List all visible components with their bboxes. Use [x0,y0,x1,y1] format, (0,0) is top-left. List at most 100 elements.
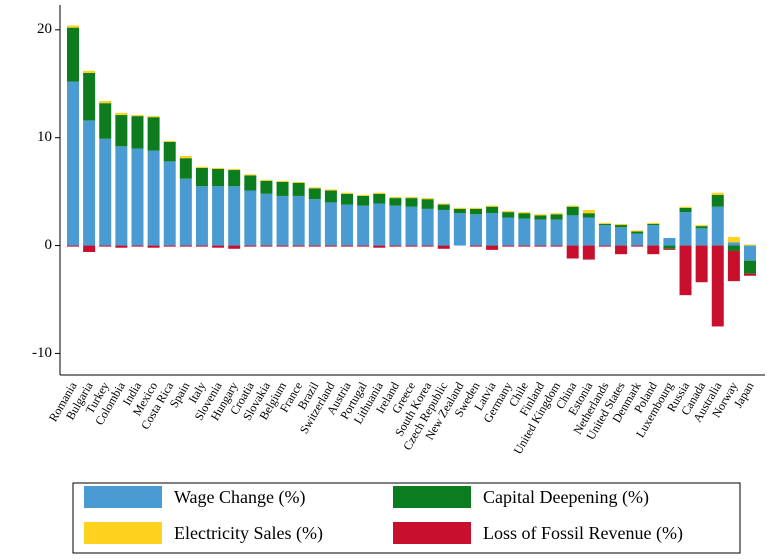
bar-segment [83,72,96,121]
bar-segment [292,182,305,196]
legend-swatch [84,486,162,508]
bar-segment [83,70,96,73]
bar-segment [324,202,337,246]
bar-segment [341,204,354,246]
bar-segment [631,245,644,247]
bar-segment [518,245,531,247]
bar-segment [469,214,482,246]
bar-segment [647,225,660,246]
legend-swatch [393,486,471,508]
bar-segment [518,213,531,219]
bar-segment [744,245,756,261]
bar-segment [389,198,402,206]
bar-segment [195,186,208,246]
bar-segment [195,245,208,247]
bar-segment [695,245,708,283]
bar-segment [163,141,176,162]
bar-segment [115,115,128,147]
bar-segment [437,245,450,249]
bar-segment [260,180,273,194]
bar-segment [67,81,79,246]
bar-segment [695,228,708,246]
bar-segment [195,166,208,168]
bar-segment [373,245,386,248]
bar-segment [179,245,192,247]
bar-segment [679,206,692,208]
bar-segment [260,179,273,181]
bar-segment [534,219,547,246]
bar-segment [727,245,740,251]
bar-segment [131,116,144,149]
bar-segment [566,206,579,216]
bar-segment [276,195,289,246]
bar-segment [615,227,628,246]
bar-segment [163,140,176,142]
bar-segment [324,245,337,247]
bar-segment [486,213,499,246]
bar-segment [115,245,128,248]
bar-segment [582,209,595,214]
bar-segment [147,117,160,151]
bar-segment [421,245,434,247]
bar-segment [615,225,628,228]
bar-segment [518,218,531,246]
bar-segment [276,245,289,247]
bar-segment [453,207,466,209]
bar-segment [260,245,273,247]
legend-label: Loss of Fossil Revenue (%) [483,523,683,544]
bar-segment [437,204,450,210]
legend-box [72,482,741,554]
bar-segment [373,203,386,246]
bar-segment [421,208,434,246]
bar-segment [727,236,740,243]
bar-segment [711,206,724,246]
legend-label: Wage Change (%) [174,487,306,508]
bar-segment [566,215,579,246]
bar-segment [341,192,354,194]
y-tick-label: 0 [45,237,53,253]
bar-segment [341,245,354,247]
bar-segment [260,193,273,246]
bar-segment [389,205,402,246]
legend-swatch [393,522,471,544]
bar-segment [244,190,257,246]
bar-segment [195,167,208,187]
bar-segment [228,245,241,249]
bar-segment [179,178,192,246]
bar-segment [647,222,660,224]
bar-segment [308,188,321,200]
bar-segment [115,146,128,246]
bar-segment [486,205,499,207]
bar-segment [67,25,79,28]
bar-segment [582,245,595,260]
bar-segment [405,245,418,247]
bar-segment [341,193,354,205]
bar-segment [582,217,595,246]
bar-segment [147,245,160,248]
bar-segment [550,214,563,220]
bar-segment [486,206,499,214]
bar-segment [663,248,676,250]
bar-segment [502,217,515,246]
bar-segment [83,245,96,253]
bar-segment [357,205,370,246]
bar-segment [518,212,531,214]
bar-segment [244,245,257,247]
bar-segment [744,260,756,274]
y-tick-label: 10 [37,129,52,145]
bar-segment [405,206,418,246]
bar-segment [212,168,225,187]
bar-segment [389,245,402,247]
bar-segment [131,115,144,117]
bar-segment [647,223,660,226]
legend-swatch [84,522,162,544]
bar-segment [228,168,241,171]
bar-segment [67,245,79,247]
bar-segment [212,245,225,248]
bar-segment [99,138,112,246]
bar-segment [534,215,547,220]
bar-segment [534,245,547,247]
bar-segment [744,273,756,276]
bar-segment [308,187,321,189]
bar-segment [727,242,740,246]
